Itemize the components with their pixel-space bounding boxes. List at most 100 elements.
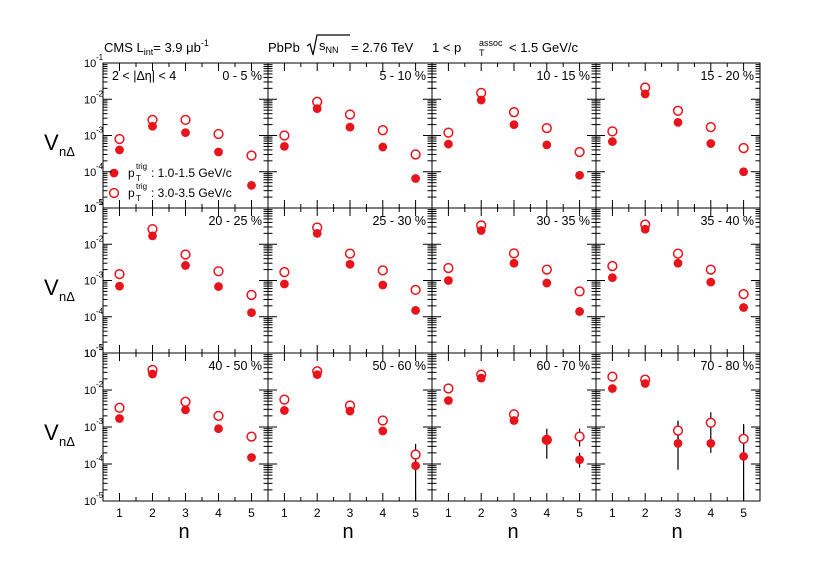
panel-frame bbox=[267, 207, 433, 354]
point-open bbox=[443, 262, 454, 274]
y-tick-label-exponent: -4 bbox=[96, 162, 104, 171]
svg-text:p: p bbox=[128, 186, 135, 200]
header-lumi-sup: -1 bbox=[201, 38, 209, 48]
panel-frame bbox=[267, 62, 433, 209]
y-tick-label-base: 10 bbox=[84, 459, 96, 471]
x-tick-label: 4 bbox=[543, 506, 550, 520]
point-open bbox=[541, 122, 552, 134]
point-filled bbox=[673, 439, 683, 448]
y-tick-label-exponent: -2 bbox=[96, 89, 104, 98]
panel-centrality-label: 50 - 60 % bbox=[372, 359, 426, 373]
y-tick-label-exponent: -4 bbox=[96, 454, 104, 463]
point-open bbox=[246, 431, 257, 442]
point-filled bbox=[411, 305, 420, 315]
point-open bbox=[246, 150, 257, 161]
point-open bbox=[508, 248, 520, 259]
x-tick-label: 5 bbox=[248, 506, 255, 520]
x-axis-label-col4: n bbox=[671, 521, 682, 543]
point-open bbox=[705, 417, 716, 428]
point-open bbox=[672, 248, 684, 259]
point-open bbox=[344, 109, 356, 120]
point-filled bbox=[214, 147, 223, 157]
x-tick-label: 3 bbox=[347, 506, 354, 520]
y-axis-label-sub: nΔ bbox=[59, 434, 75, 449]
point-open bbox=[541, 264, 552, 275]
point-open bbox=[443, 127, 454, 138]
x-tick-label: 1 bbox=[116, 506, 123, 520]
header-passoc-sub: T bbox=[479, 48, 485, 58]
point-open bbox=[738, 289, 749, 300]
header-passoc-pre: 1 < p bbox=[432, 40, 461, 55]
y-tick-label-exponent: -3 bbox=[96, 417, 104, 426]
point-filled bbox=[444, 396, 453, 405]
point-open bbox=[607, 126, 618, 137]
point-filled bbox=[312, 370, 322, 380]
point-open bbox=[508, 107, 520, 118]
point-filled bbox=[312, 104, 322, 114]
point-filled bbox=[181, 128, 190, 138]
point-open bbox=[114, 268, 125, 280]
point-filled bbox=[476, 95, 486, 105]
x-tick-label: 5 bbox=[412, 506, 419, 520]
svg-text:CMS Lint= 3.9 μb-1: CMS Lint= 3.9 μb-1 bbox=[104, 38, 209, 57]
y-tick-label-base: 10 bbox=[84, 58, 96, 70]
point-filled bbox=[345, 122, 355, 132]
header-energy-s: s bbox=[319, 38, 326, 53]
sqrt-sign-icon bbox=[306, 34, 350, 56]
point-filled bbox=[148, 121, 157, 131]
panel-centrality-label: 5 - 10 % bbox=[379, 69, 426, 83]
point-filled bbox=[608, 273, 617, 283]
y-tick-label-base: 10 bbox=[84, 312, 96, 324]
point-open bbox=[672, 425, 684, 436]
y-tick-label-exponent: -1 bbox=[96, 343, 104, 352]
point-open bbox=[213, 410, 224, 422]
point-open bbox=[705, 121, 716, 133]
point-filled bbox=[181, 261, 190, 270]
point-filled bbox=[509, 120, 519, 129]
y-axis-label-row3: V nΔ bbox=[44, 420, 75, 449]
x-tick-label: 4 bbox=[379, 506, 386, 520]
point-open bbox=[410, 449, 421, 460]
y-axis-label-sub: nΔ bbox=[59, 289, 75, 304]
x-tick-label: 4 bbox=[215, 506, 222, 520]
y-axis-label-main: V bbox=[44, 420, 59, 445]
point-filled bbox=[115, 414, 124, 423]
legend-1-sub: T bbox=[136, 174, 141, 183]
panel-centrality-label: 70 - 80 % bbox=[700, 359, 754, 373]
point-filled bbox=[148, 369, 157, 379]
panel-frame bbox=[431, 352, 597, 502]
y-tick-label-exponent: -3 bbox=[96, 271, 104, 280]
legend-1-sup: trig bbox=[136, 162, 147, 171]
point-open bbox=[607, 260, 618, 272]
point-open bbox=[180, 396, 191, 407]
svg-text:sNN: sNN bbox=[319, 38, 339, 55]
point-open bbox=[574, 431, 585, 442]
legend-marker-open bbox=[108, 187, 120, 199]
svg-text:p: p bbox=[128, 166, 135, 180]
point-filled bbox=[444, 276, 453, 285]
y-axis-label-main: V bbox=[44, 130, 59, 155]
point-open bbox=[114, 402, 125, 413]
point-open bbox=[574, 146, 585, 158]
point-open bbox=[213, 266, 224, 277]
point-filled bbox=[345, 406, 355, 416]
legend-2-range: : 3.0-3.5 GeV/c bbox=[151, 186, 232, 200]
svg-text:PbPb: PbPb bbox=[268, 40, 300, 55]
header-passoc-post: < 1.5 GeV/c bbox=[509, 40, 579, 55]
point-open bbox=[672, 105, 684, 116]
header-passoc: 1 < p assoc T < 1.5 GeV/c bbox=[432, 38, 579, 58]
y-tick-label-base: 10 bbox=[84, 385, 96, 397]
panels-group: 0 - 5 % 5 - 10 % 10 - 15 % 15 - 20 % 20 - 25… bbox=[84, 53, 761, 520]
point-filled bbox=[608, 137, 617, 146]
point-filled bbox=[378, 426, 388, 436]
panel-frame bbox=[595, 207, 761, 354]
point-filled bbox=[575, 170, 584, 180]
legend-1-p: p bbox=[128, 166, 135, 180]
point-filled bbox=[575, 455, 584, 465]
point-open bbox=[279, 266, 290, 278]
point-open bbox=[738, 142, 749, 154]
x-tick-label: 1 bbox=[445, 506, 452, 520]
x-tick-label: 5 bbox=[740, 506, 747, 520]
y-tick-label-exponent: -4 bbox=[96, 307, 104, 316]
